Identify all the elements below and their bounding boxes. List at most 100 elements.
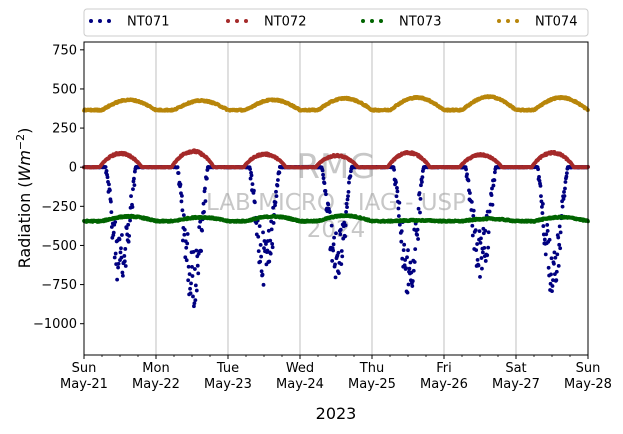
data-point xyxy=(555,252,560,257)
data-point xyxy=(194,248,199,253)
data-point xyxy=(563,180,568,184)
data-point xyxy=(396,206,401,211)
data-point xyxy=(552,261,556,266)
data-point xyxy=(203,199,208,203)
data-point xyxy=(562,194,567,198)
data-point xyxy=(554,278,559,283)
data-point xyxy=(487,209,492,214)
x-axis: SunMay-21MonMay-22TueMay-23WedMay-24ThuM… xyxy=(60,355,612,392)
data-point xyxy=(127,233,132,238)
data-point xyxy=(420,180,424,184)
data-point xyxy=(486,245,491,250)
data-point xyxy=(109,225,114,229)
data-point xyxy=(184,245,189,250)
y-tick-label: 250 xyxy=(52,122,77,137)
x-tick-label-day: Fri xyxy=(436,361,452,376)
data-point xyxy=(413,247,418,251)
data-point xyxy=(485,253,490,258)
data-point xyxy=(536,167,540,172)
data-point xyxy=(490,186,494,191)
data-point xyxy=(193,298,198,303)
data-point xyxy=(540,211,545,215)
data-point xyxy=(408,260,413,265)
legend-marker xyxy=(235,19,239,23)
data-point xyxy=(270,245,275,250)
data-point xyxy=(550,289,554,294)
data-point xyxy=(345,205,349,209)
data-point xyxy=(261,230,265,235)
data-point xyxy=(395,186,399,190)
y-tick-label: −1000 xyxy=(33,317,77,332)
data-point xyxy=(109,210,114,214)
data-point xyxy=(394,194,399,199)
data-point xyxy=(192,304,196,309)
x-tick-label-day: Sun xyxy=(576,361,601,376)
data-point xyxy=(248,176,253,181)
data-point xyxy=(258,259,263,264)
data-point xyxy=(557,242,562,247)
data-point xyxy=(117,237,122,242)
data-point xyxy=(268,238,273,243)
legend-marker xyxy=(506,19,510,23)
data-point xyxy=(186,264,191,269)
data-point xyxy=(130,205,135,209)
data-point xyxy=(181,213,186,218)
x-tick-label-date: May-22 xyxy=(132,377,180,392)
data-point xyxy=(332,235,336,240)
y-axis-label-unit: Wm xyxy=(15,150,34,181)
data-point xyxy=(276,178,280,182)
data-point xyxy=(324,192,328,197)
data-point xyxy=(340,254,345,259)
data-point xyxy=(547,237,552,242)
data-point xyxy=(326,202,331,207)
data-point xyxy=(108,199,113,204)
data-point xyxy=(260,272,265,277)
data-point xyxy=(322,181,327,186)
data-point xyxy=(259,254,264,259)
y-axis-label: Radiation (Wm−2) xyxy=(14,128,35,269)
data-point xyxy=(273,203,277,208)
data-point xyxy=(392,167,396,172)
data-point xyxy=(475,242,480,246)
data-point xyxy=(407,266,412,271)
data-point xyxy=(333,262,337,267)
data-point xyxy=(256,249,261,254)
data-point xyxy=(184,258,189,263)
data-point xyxy=(420,175,425,180)
x-tick-label-day: Mon xyxy=(142,361,169,376)
x-tick-label-day: Tue xyxy=(216,361,239,376)
data-point xyxy=(396,214,401,218)
data-point xyxy=(411,268,416,273)
data-point xyxy=(478,275,482,279)
watermark-line2: LAB MICRO - IAG - USP xyxy=(206,190,466,216)
data-point xyxy=(557,224,562,229)
x-grid xyxy=(155,42,517,355)
data-point xyxy=(402,263,407,268)
data-point xyxy=(132,176,136,181)
y-axis-label-suffix: ) xyxy=(15,128,34,134)
data-point xyxy=(191,294,195,299)
data-point xyxy=(270,241,275,246)
data-point xyxy=(193,283,198,288)
data-point xyxy=(123,247,128,251)
data-point xyxy=(551,278,555,283)
data-point xyxy=(179,199,184,204)
data-point xyxy=(176,171,181,175)
data-point xyxy=(404,266,408,270)
data-point xyxy=(320,168,325,173)
data-point xyxy=(539,194,543,199)
data-point xyxy=(550,284,555,288)
x-tick-label-date: May-25 xyxy=(348,377,396,392)
data-point xyxy=(120,233,124,237)
data-point xyxy=(118,250,123,255)
data-point xyxy=(344,201,349,206)
data-point xyxy=(105,175,110,180)
data-point xyxy=(406,248,410,253)
legend-marker xyxy=(370,19,374,23)
x-tick-label-date: May-28 xyxy=(564,377,612,392)
legend-marker xyxy=(497,19,501,23)
data-point xyxy=(491,183,496,188)
y-axis-label-exponent: −2 xyxy=(14,134,27,150)
data-point xyxy=(410,279,415,283)
data-point xyxy=(471,213,476,218)
